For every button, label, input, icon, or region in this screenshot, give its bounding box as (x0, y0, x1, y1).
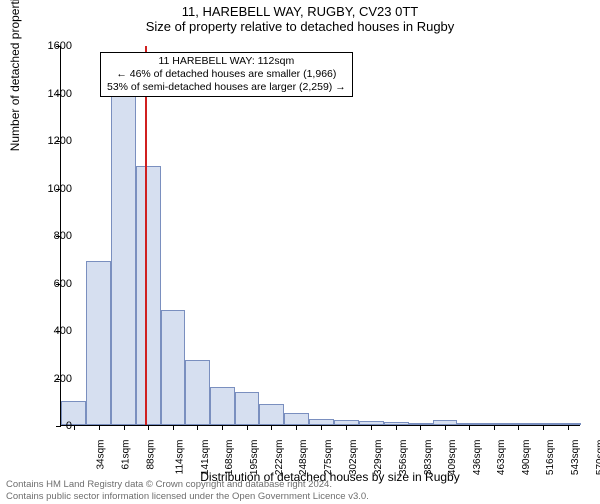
footer-line2: Contains public sector information licen… (6, 491, 369, 502)
annotation-line3: 53% of semi-detached houses are larger (… (107, 81, 346, 94)
x-tick (420, 425, 421, 430)
x-tick (445, 425, 446, 430)
x-tick (346, 425, 347, 430)
histogram-bar (235, 392, 259, 425)
x-tick (148, 425, 149, 430)
x-tick (518, 425, 519, 430)
x-tick (271, 425, 272, 430)
y-tick-label: 1400 (48, 88, 72, 100)
chart-container: 34sqm61sqm88sqm114sqm141sqm168sqm195sqm2… (60, 46, 580, 426)
x-tick (371, 425, 372, 430)
y-tick (56, 426, 61, 427)
reference-line (145, 46, 147, 425)
plot-area: 34sqm61sqm88sqm114sqm141sqm168sqm195sqm2… (60, 46, 580, 426)
x-tick (494, 425, 495, 430)
footer-attribution: Contains HM Land Registry data © Crown c… (6, 479, 369, 502)
histogram-bar (61, 401, 86, 425)
histogram-bar (111, 85, 136, 425)
x-tick-label: 88sqm (145, 440, 156, 470)
x-tick (321, 425, 322, 430)
histogram-bar (284, 413, 309, 425)
x-tick (197, 425, 198, 430)
x-tick-label: 61sqm (120, 440, 131, 470)
histogram-bar (86, 261, 111, 425)
annotation-line1: 11 HAREBELL WAY: 112sqm (107, 55, 346, 68)
annotation-box: 11 HAREBELL WAY: 112sqm ← 46% of detache… (100, 52, 353, 97)
x-tick (99, 425, 100, 430)
y-axis-label: Number of detached properties (8, 0, 22, 151)
histogram-bar (259, 404, 284, 425)
page-title-line1: 11, HAREBELL WAY, RUGBY, CV23 0TT (0, 4, 600, 19)
x-tick (469, 425, 470, 430)
x-tick (543, 425, 544, 430)
y-tick-label: 600 (54, 278, 72, 290)
y-tick-label: 0 (66, 420, 72, 432)
histogram-bar (136, 166, 161, 425)
histogram-bar (161, 310, 186, 425)
x-tick (124, 425, 125, 430)
y-tick-label: 400 (54, 325, 72, 337)
x-tick (222, 425, 223, 430)
y-tick-label: 800 (54, 230, 72, 242)
x-tick (296, 425, 297, 430)
histogram-bar (210, 387, 235, 425)
x-tick (568, 425, 569, 430)
footer-line1: Contains HM Land Registry data © Crown c… (6, 479, 369, 490)
y-tick-label: 1000 (48, 183, 72, 195)
x-tick (396, 425, 397, 430)
x-tick-label: 34sqm (95, 440, 106, 470)
histogram-bar (185, 360, 210, 425)
x-tick (247, 425, 248, 430)
y-tick-label: 1600 (48, 40, 72, 52)
annotation-line2: ← 46% of detached houses are smaller (1,… (107, 68, 346, 81)
x-tick (173, 425, 174, 430)
y-tick-label: 200 (54, 373, 72, 385)
y-tick-label: 1200 (48, 135, 72, 147)
x-tick (74, 425, 75, 430)
page-title-line2: Size of property relative to detached ho… (0, 19, 600, 34)
